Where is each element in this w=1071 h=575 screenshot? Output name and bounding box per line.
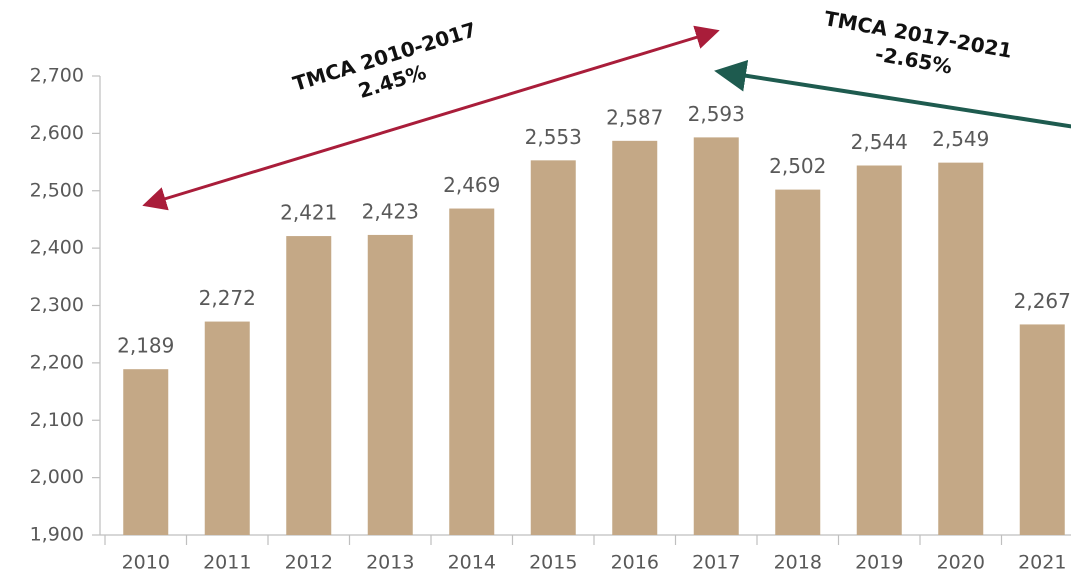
data-label: 2,549 [932,127,989,151]
x-tick-label: 2011 [203,552,251,574]
data-label: 2,469 [443,173,500,197]
y-tick-label: 2,400 [30,237,84,259]
y-tick-label: 2,200 [30,351,84,373]
y-tick-label: 2,700 [30,65,84,87]
data-label: 2,587 [606,105,663,129]
x-tick-label: 2019 [855,552,903,574]
y-tick-label: 2,500 [30,179,84,201]
data-label: 2,421 [280,201,337,225]
data-label: 2,502 [769,154,826,178]
data-label: 2,189 [117,334,174,358]
data-label: 2,544 [851,130,908,154]
bar [367,234,413,535]
trend-arrow [714,59,1071,129]
bar [123,369,169,535]
bar [775,189,821,536]
y-tick-label: 2,000 [30,466,84,488]
y-tick-label: 2,600 [30,122,84,144]
x-tick-label: 2010 [122,552,170,574]
bar [856,165,902,535]
data-label: 2,423 [362,199,419,223]
y-tick-label: 2,100 [30,409,84,431]
x-tick-label: 2014 [448,552,496,574]
data-label: 2,267 [1014,289,1071,313]
data-label: 2,553 [525,125,582,149]
data-label: 2,593 [688,102,745,126]
x-tick-label: 2021 [1018,552,1066,574]
y-tick-label: 1,900 [30,524,84,546]
bar [449,208,495,535]
y-tick-label: 2,300 [30,294,84,316]
bar [1019,324,1065,535]
bar [612,140,658,536]
x-tick-label: 2017 [692,552,740,574]
x-tick-label: 2020 [937,552,985,574]
bar [204,321,250,535]
bar [530,160,576,535]
trend-arrow [142,25,720,211]
x-tick-label: 2016 [611,552,659,574]
x-tick-label: 2012 [285,552,333,574]
bar [693,137,739,536]
x-tick-label: 2013 [366,552,414,574]
data-label: 2,272 [199,286,256,310]
bar [286,236,332,536]
bar [938,162,984,536]
x-tick-label: 2018 [774,552,822,574]
x-tick-label: 2015 [529,552,577,574]
